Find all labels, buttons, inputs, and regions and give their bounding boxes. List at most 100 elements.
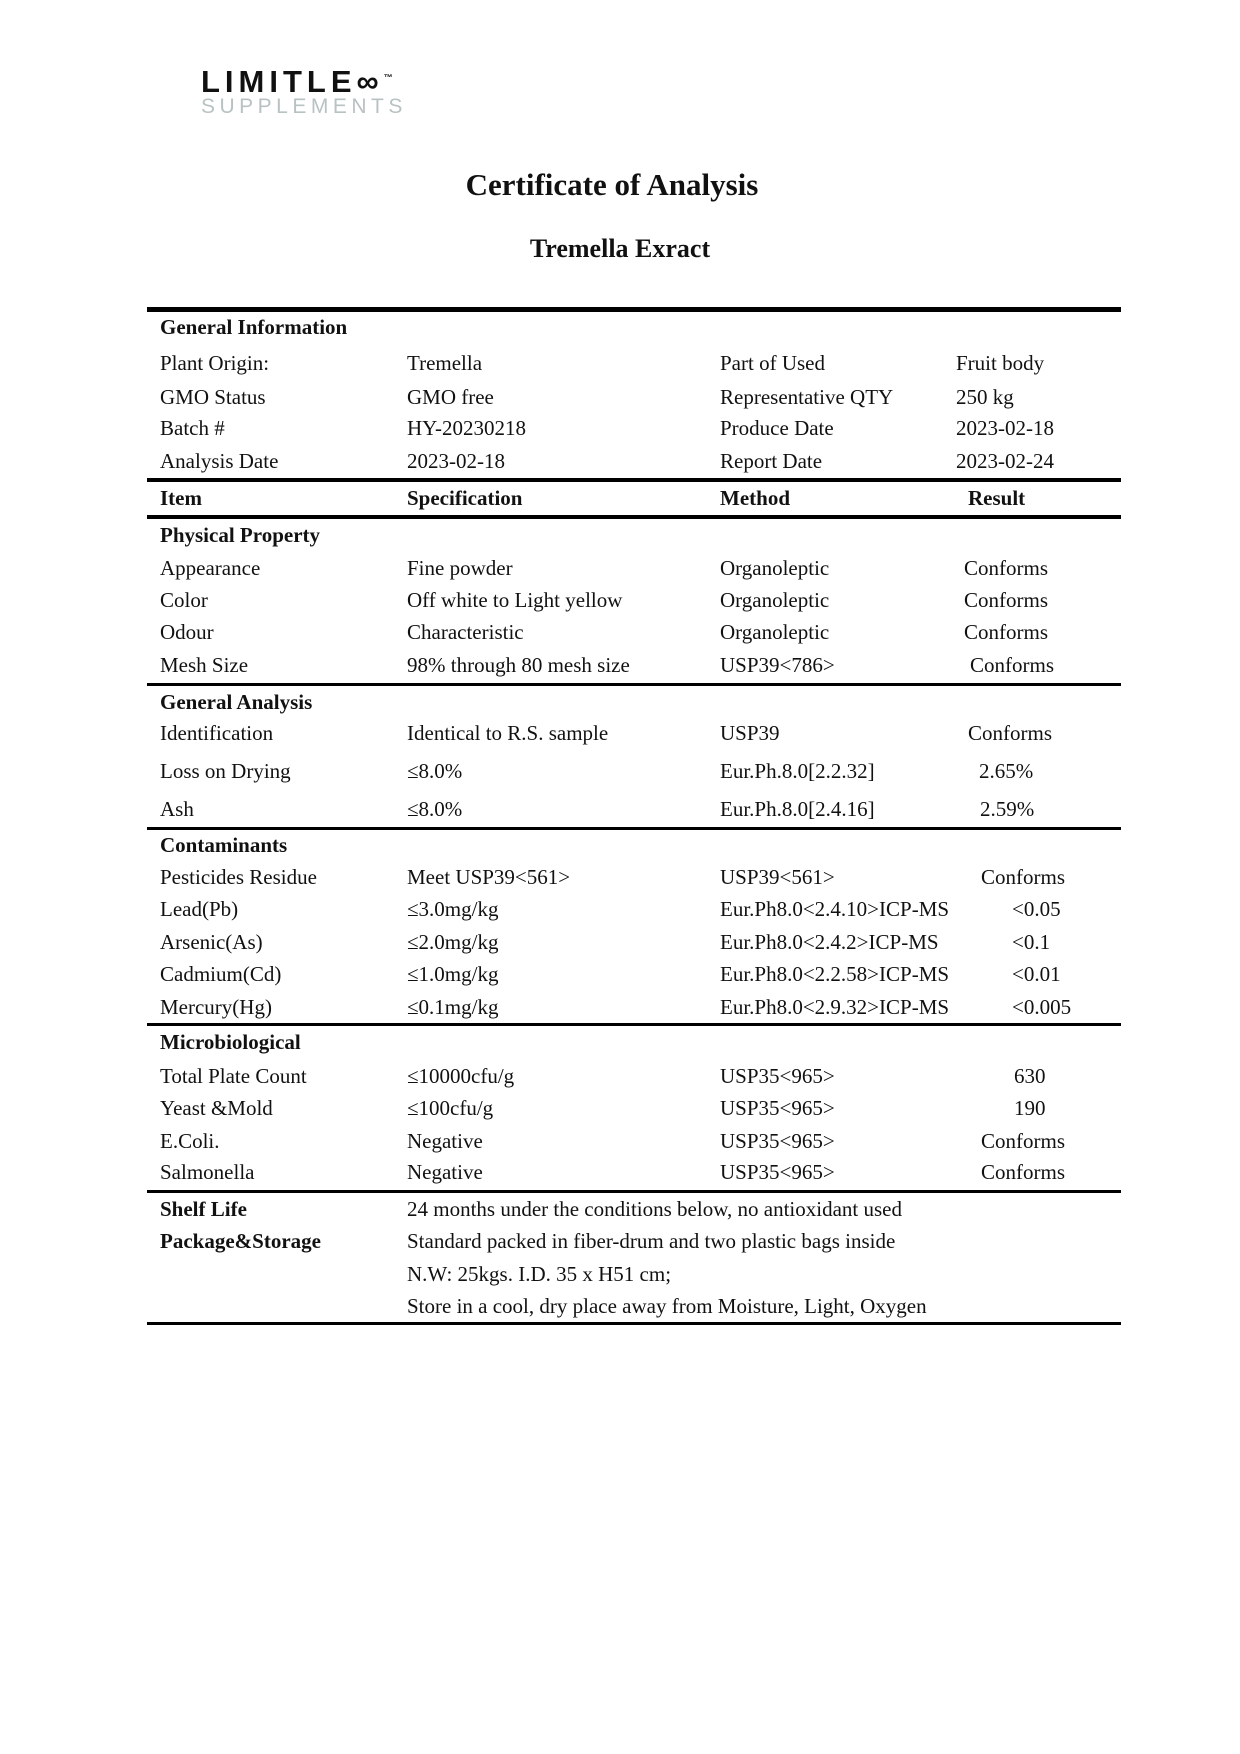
specification-cell: Characteristic	[407, 620, 524, 644]
table-rule	[147, 307, 1121, 312]
result-cell: <0.05	[1012, 897, 1061, 921]
specification-cell: ≤1.0mg/kg	[407, 962, 499, 986]
specification-cell: ≤100cfu/g	[407, 1096, 494, 1120]
method-cell: Organoleptic	[720, 588, 830, 612]
specification-cell: ≤8.0%	[407, 759, 463, 783]
specification-cell: ≤10000cfu/g	[407, 1064, 515, 1088]
specification-cell: Negative	[407, 1160, 483, 1184]
specification-cell: Off white to Light yellow	[407, 588, 623, 612]
method-cell: Organoleptic	[720, 620, 830, 644]
item-cell: E.Coli.	[160, 1129, 220, 1153]
specification-cell: 98% through 80 mesh size	[407, 653, 630, 677]
info-cell: 2023-02-24	[956, 449, 1054, 473]
column-header: Method	[720, 486, 790, 510]
info-cell: Tremella	[407, 351, 483, 375]
column-header: Specification	[407, 486, 523, 510]
package-storage-line: Standard packed in fiber-drum and two pl…	[407, 1229, 896, 1253]
method-cell: USP39	[720, 721, 780, 745]
result-cell: Conforms	[968, 721, 1052, 745]
info-cell: Representative QTY	[720, 385, 894, 409]
item-cell: Cadmium(Cd)	[160, 962, 282, 986]
method-cell: USP35<965>	[720, 1129, 835, 1153]
specification-cell: ≤8.0%	[407, 797, 463, 821]
item-cell: Odour	[160, 620, 214, 644]
info-cell: 250 kg	[956, 385, 1014, 409]
section-heading: General Analysis	[160, 690, 313, 714]
package-storage-label: Package&Storage	[160, 1229, 321, 1253]
document-title: Certificate of Analysis	[465, 167, 759, 202]
section-heading: Physical Property	[160, 523, 321, 547]
method-cell: Organoleptic	[720, 556, 830, 580]
specification-cell: Identical to R.S. sample	[407, 721, 609, 745]
package-storage-line: Store in a cool, dry place away from Moi…	[407, 1294, 927, 1318]
info-cell: HY-20230218	[407, 416, 526, 440]
method-cell: USP35<965>	[720, 1160, 835, 1184]
info-cell: Batch #	[160, 416, 225, 440]
item-cell: Identification	[160, 721, 274, 745]
specification-cell: Negative	[407, 1129, 483, 1153]
section-heading: Microbiological	[160, 1030, 301, 1054]
package-storage-line: N.W: 25kgs. I.D. 35 x H51 cm;	[407, 1262, 672, 1286]
item-cell: Ash	[160, 797, 194, 821]
result-cell: 2.65%	[979, 759, 1034, 783]
info-cell: Produce Date	[720, 416, 834, 440]
item-cell: Color	[160, 588, 208, 612]
result-cell: <0.005	[1012, 995, 1072, 1019]
table-rule	[147, 683, 1121, 686]
method-cell: Eur.Ph.8.0[2.4.16]	[720, 797, 875, 821]
table-rule	[147, 478, 1121, 482]
method-cell: Eur.Ph.8.0[2.2.32]	[720, 759, 875, 783]
info-cell: GMO Status	[160, 385, 266, 409]
method-cell: USP39<786>	[720, 653, 835, 677]
table-rule	[147, 827, 1121, 830]
method-cell: Eur.Ph8.0<2.4.2>ICP-MS	[720, 930, 939, 954]
table-rule	[147, 515, 1121, 519]
method-cell: USP39<561>	[720, 865, 835, 889]
specification-cell: ≤2.0mg/kg	[407, 930, 499, 954]
column-header: Result	[968, 486, 1026, 510]
result-cell: <0.01	[1012, 962, 1061, 986]
result-cell: Conforms	[964, 588, 1048, 612]
specification-cell: ≤0.1mg/kg	[407, 995, 499, 1019]
result-cell: Conforms	[981, 1160, 1065, 1184]
section-heading: Contaminants	[160, 833, 288, 857]
logo-tagline: SUPPLEMENTS	[201, 95, 407, 118]
info-cell: Report Date	[720, 449, 823, 473]
result-cell: Conforms	[964, 620, 1048, 644]
table-rule	[147, 1322, 1121, 1325]
info-cell: Plant Origin:	[160, 351, 270, 375]
product-name: Tremella Exract	[529, 234, 711, 263]
item-cell: Arsenic(As)	[160, 930, 263, 954]
info-cell: Fruit body	[956, 351, 1045, 375]
result-cell: Conforms	[981, 865, 1065, 889]
result-cell: 630	[1014, 1064, 1046, 1088]
section-heading: General Information	[160, 315, 348, 339]
info-cell: GMO free	[407, 385, 494, 409]
method-cell: USP35<965>	[720, 1064, 835, 1088]
method-cell: USP35<965>	[720, 1096, 835, 1120]
item-cell: Lead(Pb)	[160, 897, 239, 921]
table-rule	[147, 1023, 1121, 1026]
shelf-life-value: 24 months under the conditions below, no…	[407, 1197, 902, 1221]
result-cell: Conforms	[981, 1129, 1065, 1153]
shelf-life-label: Shelf Life	[160, 1197, 247, 1221]
method-cell: Eur.Ph8.0<2.2.58>ICP-MS	[720, 962, 950, 986]
specification-cell: Meet USP39<561>	[407, 865, 571, 889]
method-cell: Eur.Ph8.0<2.9.32>ICP-MS	[720, 995, 950, 1019]
item-cell: Salmonella	[160, 1160, 255, 1184]
result-cell: Conforms	[970, 653, 1054, 677]
item-cell: Total Plate Count	[160, 1064, 307, 1088]
info-cell: 2023-02-18	[407, 449, 505, 473]
item-cell: Mesh Size	[160, 653, 249, 677]
table-rule	[147, 1190, 1121, 1193]
item-cell: Loss on Drying	[160, 759, 291, 783]
item-cell: Appearance	[160, 556, 261, 580]
logo-wordmark: LIMITLE∞™	[201, 64, 393, 99]
item-cell: Yeast &Mold	[160, 1096, 273, 1120]
info-cell: Part of Used	[720, 351, 825, 375]
result-cell: <0.1	[1012, 930, 1051, 954]
specification-cell: Fine powder	[407, 556, 513, 580]
info-cell: Analysis Date	[160, 449, 279, 473]
result-cell: Conforms	[964, 556, 1048, 580]
